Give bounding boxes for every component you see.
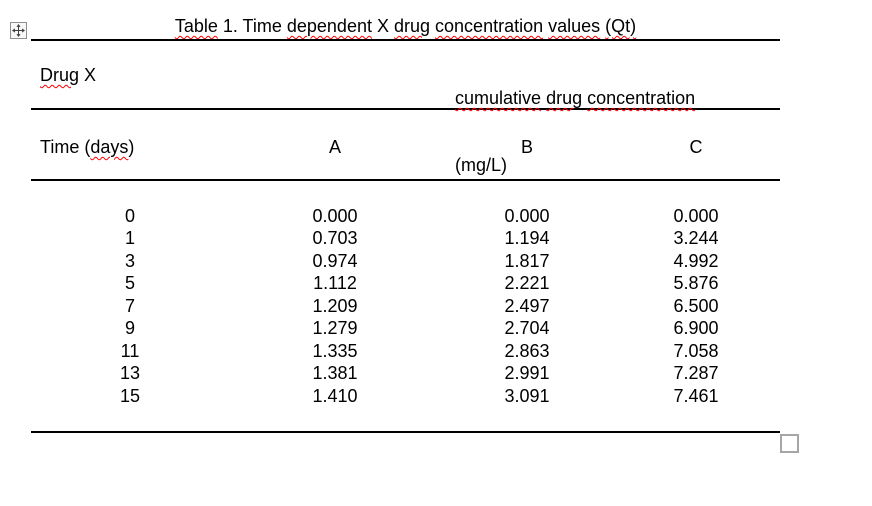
header-col-a[interactable]: A (328, 137, 341, 157)
col-time-values[interactable]: 0 1 3 5 7 9 11 13 15 (119, 206, 141, 406)
col-b-values[interactable]: 0.000 1.194 1.817 2.221 2.497 2.704 2.863 2.991… (504, 206, 550, 406)
header-time[interactable]: Time (days) (40, 137, 135, 157)
table-caption[interactable]: Table 1. Time dependent X drug concentra… (174, 16, 637, 36)
rule-under-headers (31, 179, 780, 181)
move-cross-icon (12, 24, 25, 37)
cumulative-header-line1: cumulative drug concentration (455, 87, 696, 108)
header-col-c[interactable]: C (689, 137, 703, 157)
cell-drug-x[interactable]: Drug X (40, 65, 97, 85)
table-move-handle[interactable] (10, 22, 27, 39)
header-col-b[interactable]: B (520, 137, 533, 157)
rule-bottom (31, 431, 780, 433)
cumulative-header-line2: (mg/L) (455, 155, 508, 176)
col-a-values[interactable]: 0.000 0.703 0.974 1.112 1.209 1.279 1.335 1.381… (312, 206, 358, 406)
rule-top (31, 39, 780, 41)
rule-under-group (31, 108, 780, 110)
col-c-values[interactable]: 0.000 3.244 4.992 5.876 6.500 6.900 7.058 7.287… (673, 206, 719, 406)
table-resize-handle[interactable] (780, 434, 799, 453)
cell-cumulative-header[interactable]: cumulative drug concentration (mg/L) (455, 42, 775, 221)
